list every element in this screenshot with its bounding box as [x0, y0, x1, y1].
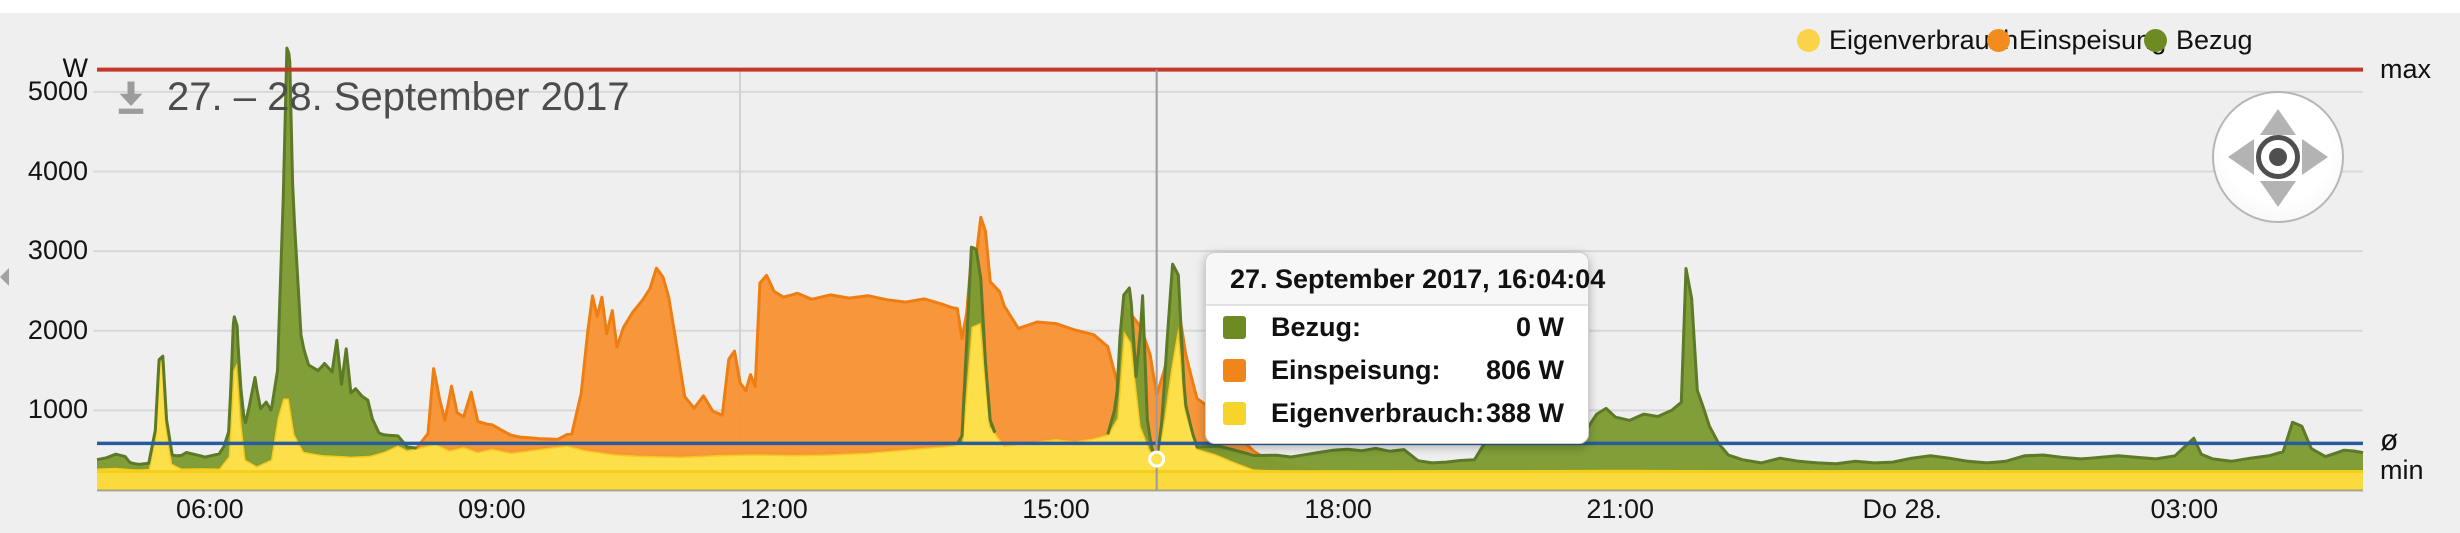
x-tick-label: 18:00: [1304, 494, 1372, 524]
download-icon[interactable]: [110, 78, 152, 120]
series-bezug-area: [97, 48, 417, 470]
collapse-panel-icon[interactable]: [0, 268, 9, 286]
center-dot-icon: [2269, 148, 2287, 166]
series-einspeisung-line: [415, 215, 1320, 473]
y-axis-unit-label: W: [62, 53, 88, 83]
y-tick-label: 1000: [27, 394, 88, 425]
series-bezug-line: [96, 46, 417, 466]
x-tick-label: Do 28.: [1862, 494, 1943, 524]
top-strip: [0, 0, 2460, 13]
series-bezug-line: [1190, 267, 2364, 466]
series-einspeisung-area: [416, 217, 1320, 471]
x-tick-label: 09:00: [458, 494, 526, 524]
page-title: 27. – 28. September 2017: [167, 75, 630, 119]
pan-down-button[interactable]: [2260, 181, 2296, 207]
tooltip-row-einspeisung: Einspeisung: 806 W: [1206, 349, 1588, 392]
reset-view-button[interactable]: [2256, 135, 2300, 179]
y-tick-label: 4000: [27, 155, 88, 186]
min-line-label: min: [2380, 455, 2424, 485]
einspeisung-swatch-icon: [1223, 359, 1246, 382]
y-tick-label: 3000: [27, 235, 88, 266]
y-tick-label: 5000: [27, 75, 88, 106]
x-tick-label: 03:00: [2150, 494, 2219, 524]
bezug-dot-icon: [2144, 29, 2167, 52]
x-tick-label: 06:00: [176, 494, 244, 524]
einspeisung-dot-icon: [1987, 29, 2010, 52]
eigenverbrauch-swatch-icon: [1223, 402, 1246, 425]
max-line-label: max: [2380, 54, 2432, 84]
avg-line-label: ø: [2380, 424, 2399, 457]
pan-left-button[interactable]: [2228, 139, 2254, 175]
legend-item-einspeisung[interactable]: Einspeisung: [1987, 25, 2166, 56]
legend-label: Eigenverbrauch: [1829, 25, 2019, 55]
tooltip-timestamp: 27. September 2017, 16:04:04: [1206, 253, 1605, 306]
tooltip-row-bezug: Bezug: 0 W: [1206, 306, 1588, 349]
hover-marker: [1148, 450, 1166, 468]
x-tick-label: 15:00: [1022, 494, 1090, 524]
legend-label: Bezug: [2176, 25, 2253, 55]
legend-item-eigenverbrauch[interactable]: Eigenverbrauch: [1797, 25, 2018, 56]
pan-right-button[interactable]: [2302, 139, 2328, 175]
series-bezug-line: [1106, 286, 1159, 460]
series-bezug-area: [1107, 288, 1157, 460]
series-bezug-line: [1155, 262, 1194, 460]
eigenverbrauch-dot-icon: [1797, 29, 1820, 52]
bezug-swatch-icon: [1223, 316, 1246, 339]
series-eigenverbrauch-area: [97, 322, 2363, 490]
legend-label: Einspeisung: [2019, 25, 2167, 55]
y-tick-label: 2000: [27, 314, 88, 345]
x-tick-label: 12:00: [740, 494, 808, 524]
chart-tooltip: 27. September 2017, 16:04:04 Bezug: 0 W …: [1205, 252, 1605, 444]
series-bezug-line: [956, 245, 997, 445]
tooltip-row-eigenverbrauch: Eigenverbrauch: 388 W: [1206, 392, 1588, 435]
min-band: [97, 471, 2363, 490]
x-tick-label: 21:00: [1586, 494, 1654, 524]
pan-up-button[interactable]: [2260, 109, 2296, 135]
pan-control[interactable]: [2212, 91, 2344, 223]
legend-item-bezug[interactable]: Bezug: [2144, 25, 2253, 56]
